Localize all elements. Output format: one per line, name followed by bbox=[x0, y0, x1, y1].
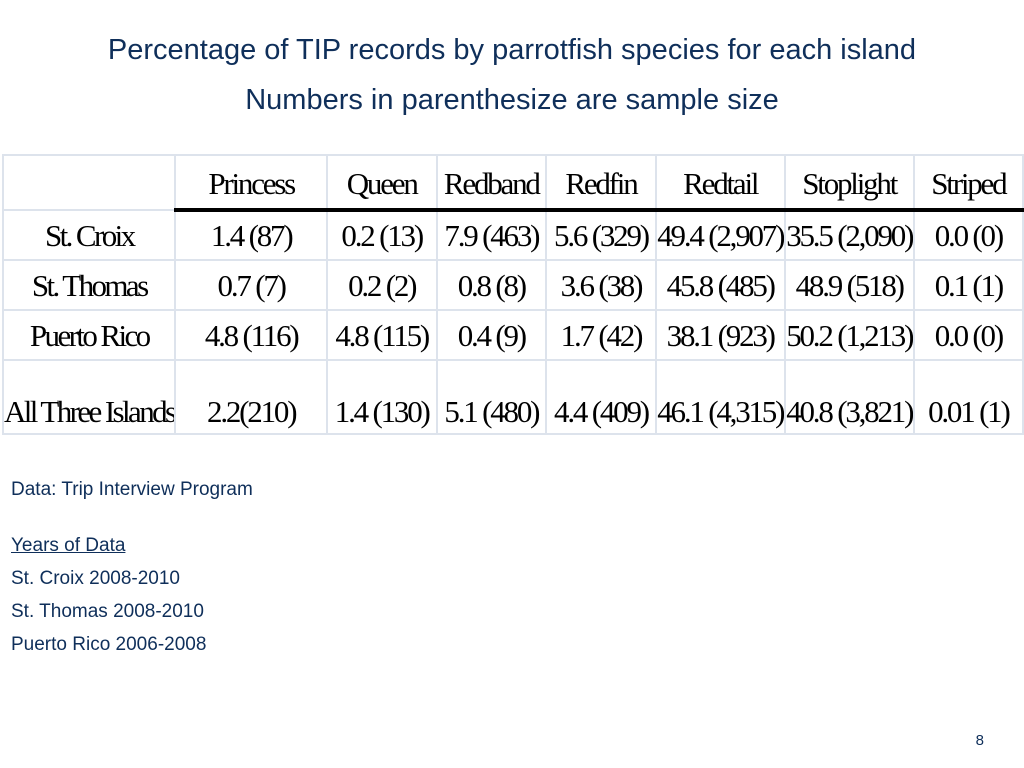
header-cell-redtail: Redtail bbox=[654, 154, 786, 211]
years-item: St. Thomas 2008-2010 bbox=[11, 601, 204, 622]
parrotfish-table: Princess Queen Redband Redfin Redtail St… bbox=[1, 154, 1024, 435]
table-cell: 40.8 (3,821) bbox=[783, 359, 915, 435]
header-cell-striped: Striped bbox=[912, 154, 1024, 211]
header-cell-corner bbox=[1, 154, 177, 211]
table-cell: 5.6 (329) bbox=[545, 208, 657, 261]
table-cell: 4.8 (116) bbox=[174, 309, 328, 361]
years-item: Puerto Rico 2006-2008 bbox=[11, 634, 207, 655]
table-cell: 49.4 (2,907) bbox=[654, 208, 786, 261]
row-label: St. Thomas bbox=[1, 259, 177, 311]
table-cell: 0.0 (0) bbox=[912, 208, 1024, 261]
header-cell-princess: Princess bbox=[174, 154, 328, 211]
table-cell: 38.1 (923) bbox=[654, 309, 786, 361]
header-row: Princess Queen Redband Redfin Redtail St… bbox=[1, 154, 1024, 211]
header-cell-queen: Queen bbox=[325, 154, 438, 211]
years-item: St. Croix 2008-2010 bbox=[11, 568, 180, 589]
table-cell: 48.9 (518) bbox=[783, 259, 915, 311]
header-cell-stoplight: Stoplight bbox=[783, 154, 915, 211]
table-row-puerto-rico: Puerto Rico 4.8 (116) 4.8 (115) 0.4 (9) … bbox=[1, 309, 1024, 361]
table-cell: 0.7 (7) bbox=[174, 259, 328, 311]
table-cell: 50.2 (1,213) bbox=[783, 309, 915, 361]
table-cell: 3.6 (38) bbox=[545, 259, 657, 311]
slide-title: Percentage of TIP records by parrotfish … bbox=[107, 34, 917, 66]
table-row-st-croix: St. Croix 1.4 (87) 0.2 (13) 7.9 (463) 5.… bbox=[1, 208, 1024, 261]
table-cell: 46.1 (4,315) bbox=[654, 359, 786, 435]
table-cell: 1.4 (130) bbox=[325, 359, 438, 435]
table-cell: 7.9 (463) bbox=[435, 208, 548, 261]
row-label: Puerto Rico bbox=[1, 309, 177, 361]
table-cell: 2.2(210) bbox=[174, 359, 328, 435]
table-cell: 0.1 (1) bbox=[912, 259, 1024, 311]
table-cell: 0.8 (8) bbox=[435, 259, 548, 311]
table-cell: 1.7 (42) bbox=[545, 309, 657, 361]
table-cell: 0.4 (9) bbox=[435, 309, 548, 361]
table-cell: 0.0 (0) bbox=[912, 309, 1024, 361]
table-cell: 4.8 (115) bbox=[325, 309, 438, 361]
table-cell: 4.4 (409) bbox=[545, 359, 657, 435]
table-cell: 45.8 (485) bbox=[654, 259, 786, 311]
page-number: 8 bbox=[975, 732, 984, 749]
table-cell: 1.4 (87) bbox=[174, 208, 328, 261]
table-cell: 0.2 (2) bbox=[325, 259, 438, 311]
table-cell: 0.01 (1) bbox=[912, 359, 1024, 435]
years-of-data: Years of Data St. Croix 2008-2010 St. Th… bbox=[11, 529, 206, 661]
header-cell-redfin: Redfin bbox=[545, 154, 657, 211]
header-cell-redband: Redband bbox=[435, 154, 548, 211]
slide-subtitle: Numbers in parenthesize are sample size bbox=[245, 84, 779, 116]
years-of-data-heading: Years of Data bbox=[11, 535, 126, 556]
table-cell: 0.2 (13) bbox=[325, 208, 438, 261]
row-label: St. Croix bbox=[1, 209, 177, 261]
data-source-note: Data: Trip Interview Program bbox=[11, 479, 253, 500]
table-cell: 35.5 (2,090) bbox=[783, 208, 915, 261]
table-cell: 5.1 (480) bbox=[435, 359, 548, 435]
row-label: All Three Islands bbox=[1, 359, 177, 435]
table-row-st-thomas: St. Thomas 0.7 (7) 0.2 (2) 0.8 (8) 3.6 (… bbox=[1, 259, 1024, 311]
table-row-all-three-islands: All Three Islands 2.2(210) 1.4 (130) 5.1… bbox=[1, 359, 1024, 435]
